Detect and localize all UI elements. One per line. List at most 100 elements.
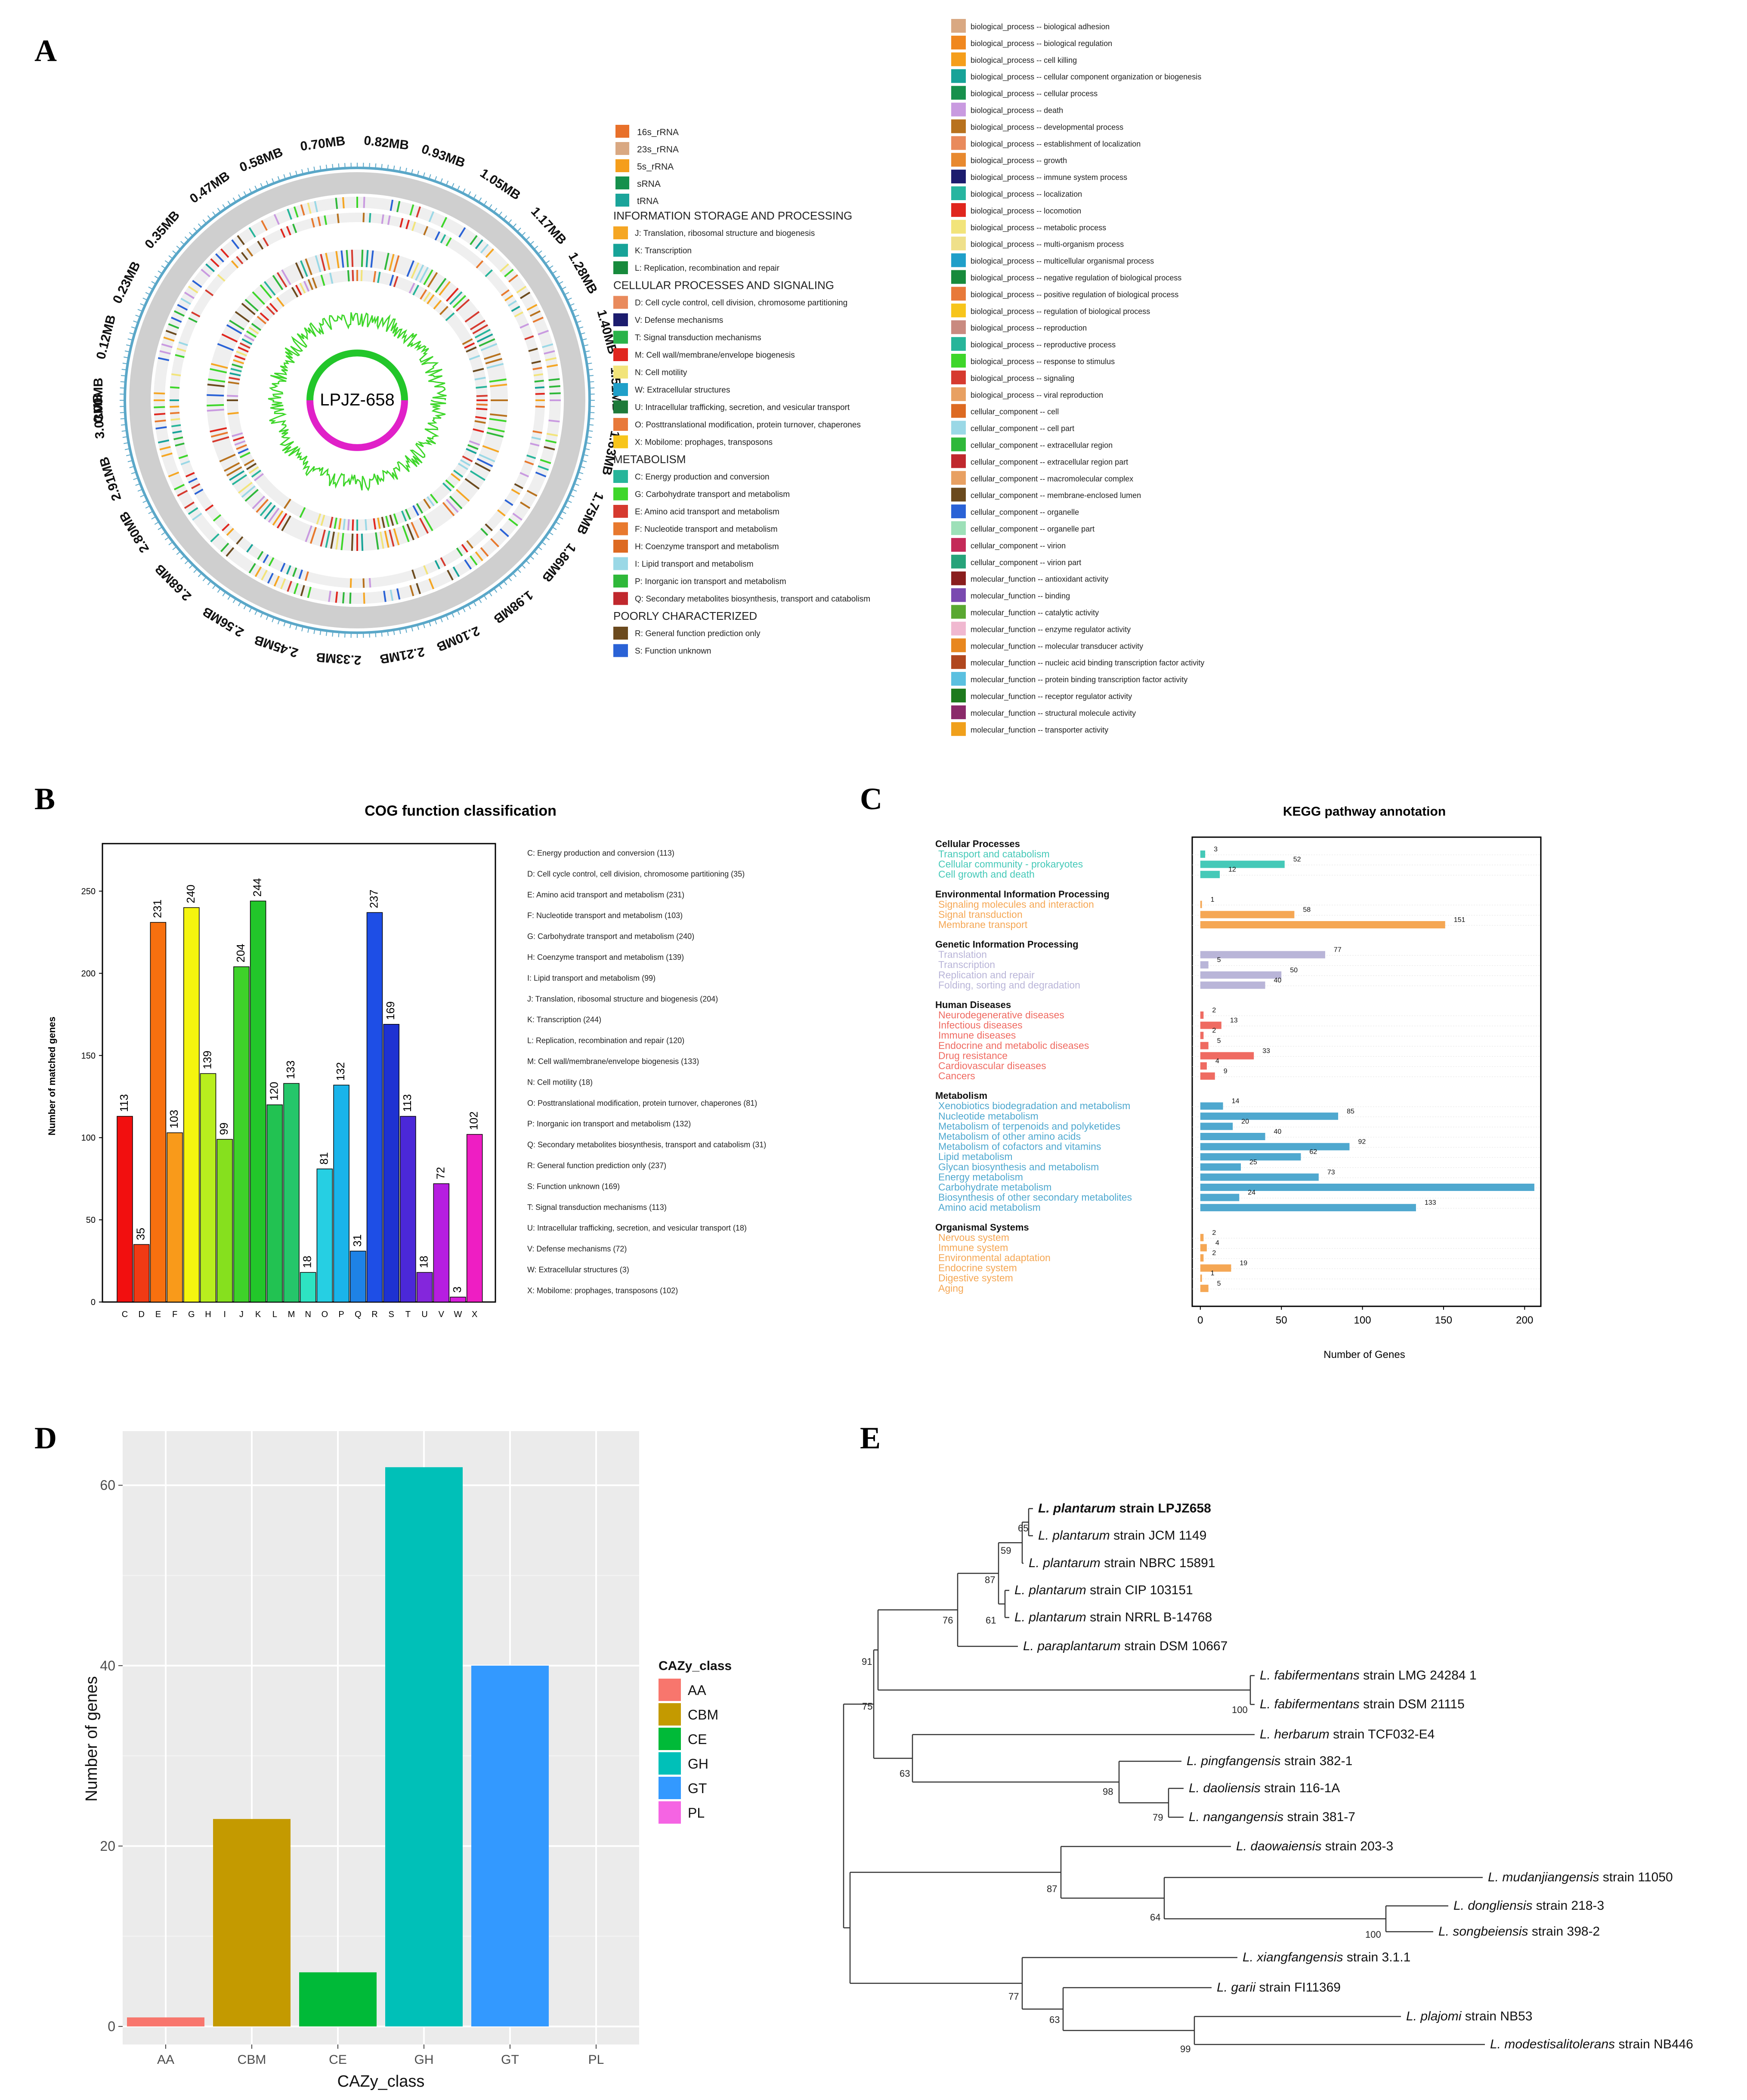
- bootstrap-value: 98: [1103, 1786, 1113, 1797]
- gene-feature: [263, 281, 276, 296]
- gene-feature: [511, 306, 520, 312]
- gene-feature: [281, 269, 291, 285]
- kegg-bar: [1200, 1274, 1202, 1282]
- gene-feature: [508, 518, 518, 526]
- scale-tick: [529, 241, 534, 245]
- gene-feature: [220, 248, 229, 258]
- scale-tick: [393, 630, 395, 635]
- scale-tick: [133, 320, 139, 323]
- rna-legend-label: 16s_rRNA: [637, 127, 679, 137]
- go-swatch: [951, 153, 966, 167]
- kegg-bar: [1200, 1244, 1207, 1252]
- cog-y-tick-label: 150: [81, 1051, 96, 1061]
- cog-swatch: [613, 644, 628, 657]
- gene-feature: [281, 515, 291, 532]
- gene-feature: [266, 306, 275, 315]
- gene-feature: [226, 466, 242, 476]
- circular-genome-map: [120, 163, 595, 638]
- genome-scale-label: 0.58MB: [238, 145, 285, 175]
- go-swatch: [951, 655, 966, 669]
- gene-feature: [173, 436, 183, 440]
- gene-feature: [235, 311, 250, 323]
- scale-tick: [498, 211, 502, 216]
- kegg-chart-title: KEGG pathway annotation: [1283, 804, 1446, 819]
- cog-swatch: [613, 383, 628, 396]
- kegg-bar: [1200, 1153, 1301, 1161]
- genome-scale-label: 0.12MB: [94, 313, 119, 361]
- taxon-label: L. mudanjiangensis strain 11050: [1488, 1870, 1673, 1884]
- scale-tick: [121, 430, 127, 432]
- gene-feature: [248, 466, 259, 474]
- cazy-bar-GT: [471, 1665, 549, 2027]
- scale-tick: [332, 164, 334, 170]
- go-legend-label: biological_process -- negative regulatio…: [971, 274, 1181, 283]
- taxon-label: L. fabifermentans strain LMG 24284 1: [1260, 1668, 1477, 1682]
- gene-feature: [474, 420, 486, 424]
- gene-feature: [427, 294, 435, 305]
- go-swatch: [951, 521, 966, 535]
- gene-feature: [178, 341, 188, 346]
- gene-feature: [257, 551, 264, 560]
- kegg-bar-value: 58: [1303, 906, 1311, 913]
- gene-feature: [485, 269, 493, 277]
- cog-swatch: [613, 313, 628, 326]
- gene-feature: [325, 530, 331, 548]
- gene-feature: [232, 474, 247, 486]
- kegg-group-title: Metabolism: [935, 1090, 987, 1101]
- cog-legend-entry: X: Mobilome: prophages, transposons (102…: [527, 1286, 678, 1295]
- gene-feature: [519, 472, 529, 478]
- taxon-label: L. daoliensis strain 116-1A: [1189, 1781, 1340, 1795]
- scale-tick: [503, 581, 507, 585]
- gene-feature: [231, 239, 240, 249]
- gene-feature: [499, 263, 509, 272]
- cog-x-tick-label: H: [205, 1310, 211, 1319]
- gene-feature: [335, 251, 340, 269]
- cog-bar-value: 139: [201, 1051, 214, 1069]
- kegg-bar: [1200, 1184, 1534, 1191]
- gene-feature: [328, 591, 331, 602]
- scale-tick: [545, 260, 550, 264]
- gene-feature: [263, 505, 276, 520]
- gene-feature: [175, 442, 185, 447]
- gene-feature: [217, 274, 226, 282]
- go-legend-label: biological_process -- growth: [971, 156, 1067, 165]
- go-legend-label: molecular_function -- structural molecul…: [971, 709, 1136, 718]
- gene-feature: [276, 272, 288, 288]
- gene-feature: [171, 316, 182, 323]
- genome-scale-label: 2.91MB: [97, 455, 124, 502]
- kegg-bar-value: 9: [1224, 1068, 1228, 1075]
- go-swatch: [951, 605, 966, 619]
- go-legend-label: biological_process -- metabolic process: [971, 223, 1106, 232]
- panel-label-c: C: [860, 782, 882, 816]
- cog-bar-M: [283, 1083, 300, 1302]
- gene-feature: [526, 490, 538, 497]
- gene-feature: [329, 516, 334, 528]
- gene-feature: [482, 445, 499, 453]
- scale-tick: [172, 546, 177, 551]
- scale-tick: [313, 628, 315, 634]
- gene-feature: [244, 489, 259, 502]
- gene-feature: [236, 536, 244, 545]
- kegg-pathway-label: Carbohydrate metabolism: [938, 1181, 1051, 1193]
- cog-x-tick-label: C: [122, 1310, 128, 1319]
- gene-feature: [476, 333, 493, 343]
- kegg-bar: [1200, 871, 1220, 878]
- cog-bar-value: 102: [467, 1111, 480, 1130]
- scale-tick: [561, 510, 566, 514]
- taxon-label: L. garii strain FI11369: [1217, 1980, 1341, 1995]
- cazy-x-tick-label: CBM: [238, 2053, 266, 2067]
- gene-feature: [428, 578, 435, 590]
- gene-feature: [287, 208, 292, 220]
- scale-tick: [238, 194, 241, 199]
- gene-feature: [514, 311, 523, 318]
- gene-feature: [389, 529, 395, 547]
- gene-feature: [456, 547, 463, 557]
- scale-tick: [283, 174, 286, 179]
- kegg-bar-value: 2: [1212, 1027, 1216, 1034]
- gene-feature: [475, 239, 483, 249]
- scale-tick: [266, 180, 269, 186]
- gene-feature: [411, 522, 420, 538]
- kegg-pathway-label: Signal transduction: [938, 909, 1023, 920]
- gene-feature: [246, 463, 257, 470]
- cog-swatch: [613, 505, 628, 518]
